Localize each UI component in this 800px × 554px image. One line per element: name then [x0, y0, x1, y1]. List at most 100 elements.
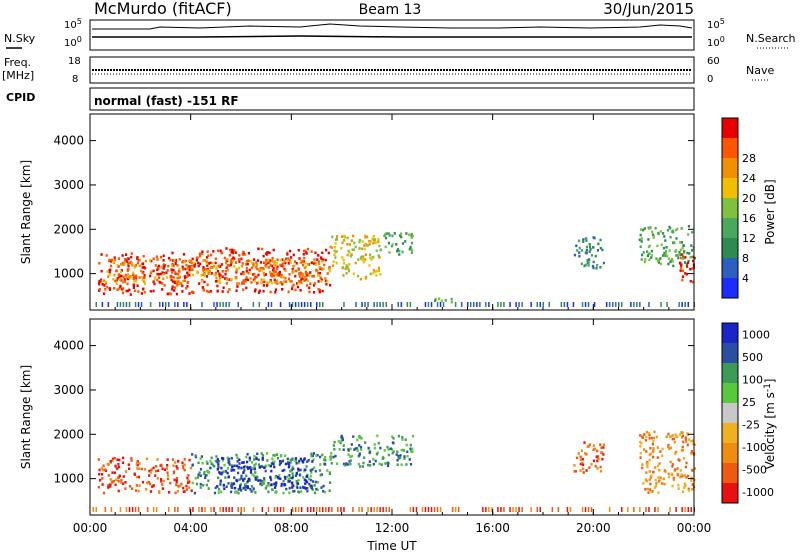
- power-cell: [664, 254, 667, 257]
- velocity-cell: [198, 471, 201, 474]
- velocity-ground-cell: [276, 507, 279, 512]
- power-cell: [640, 258, 643, 261]
- power-cell: [346, 243, 349, 246]
- power-ground-cell: [470, 302, 472, 307]
- velocity-cell: [639, 445, 642, 448]
- velocity-ground-cell: [551, 507, 554, 512]
- power-cell: [584, 263, 587, 267]
- velocity-cell: [597, 455, 600, 458]
- power-cell: [113, 256, 116, 259]
- power-cell: [215, 279, 218, 283]
- velocity-cell: [671, 465, 674, 468]
- power-cell: [261, 268, 264, 272]
- power-cell: [678, 251, 681, 254]
- velocity-ground-cell: [621, 507, 623, 512]
- power-cell: [113, 273, 116, 277]
- power-ylabel: Slant Range [km]: [19, 160, 33, 264]
- power-cell: [245, 276, 248, 279]
- power-cell: [234, 251, 237, 254]
- velocity-ground-cell: [590, 507, 593, 512]
- velocity-cell: [218, 471, 221, 474]
- power-cell: [206, 250, 209, 253]
- velocity-cell: [226, 471, 229, 475]
- velocity-cell: [277, 476, 280, 480]
- power-cell: [216, 290, 219, 293]
- power-cell: [141, 279, 144, 282]
- velocity-cell: [373, 443, 376, 446]
- power-cell: [680, 264, 683, 267]
- velocity-cell: [333, 440, 336, 444]
- power-cell: [377, 254, 380, 257]
- velocity-cell: [396, 450, 399, 454]
- power-cell: [150, 270, 153, 274]
- velocity-cell: [171, 458, 175, 461]
- power-ground-cell: [140, 302, 143, 307]
- power-cell: [207, 290, 210, 294]
- power-cell: [348, 243, 352, 246]
- velocity-cell: [648, 458, 651, 462]
- velocity-cell: [291, 465, 294, 469]
- power-cell: [269, 264, 272, 267]
- velocity-ground-cell: [515, 507, 517, 512]
- velocity-cell: [257, 479, 260, 482]
- velocity-cell: [392, 437, 395, 440]
- power-cell: [685, 272, 688, 276]
- power-cell: [186, 267, 189, 271]
- velocity-cell: [323, 462, 326, 466]
- velocity-cell: [182, 486, 185, 490]
- power-cell: [245, 267, 248, 270]
- velocity-cell: [299, 468, 302, 472]
- power-cell: [178, 267, 181, 271]
- velocity-cell: [145, 488, 148, 491]
- velocity-cell: [248, 479, 252, 482]
- velocity-ground-cell: [509, 507, 511, 512]
- power-cell: [137, 290, 140, 293]
- velocity-cell: [278, 474, 281, 477]
- velocity-cell: [645, 450, 648, 453]
- beam-label: Beam 13: [359, 2, 422, 18]
- power-cell: [108, 287, 111, 290]
- power-cell: [368, 240, 371, 243]
- power-cell: [592, 260, 595, 264]
- velocity-cell: [257, 458, 260, 462]
- velocity-cell: [671, 463, 674, 466]
- velocity-cell: [653, 486, 656, 489]
- velocity-ground-cell: [388, 507, 390, 512]
- velocity-colorbar-swatch: [722, 383, 738, 404]
- power-ground-cell: [400, 302, 403, 307]
- velocity-cell: [205, 474, 208, 477]
- power-cell: [130, 252, 133, 255]
- power-ground-cell: [584, 302, 587, 307]
- power-cell: [309, 282, 312, 285]
- power-cell: [358, 247, 361, 250]
- velocity-cell: [146, 481, 149, 485]
- power-cell: [361, 240, 364, 243]
- velocity-cell: [295, 471, 298, 475]
- velocity-cell: [387, 448, 390, 451]
- power-cell: [141, 271, 144, 275]
- velocity-cell: [581, 463, 585, 467]
- power-cell: [188, 269, 191, 272]
- velocity-cell: [396, 458, 399, 462]
- power-cell: [665, 246, 668, 249]
- noise-bottom-tick-right: 100: [707, 35, 725, 49]
- power-cell: [217, 269, 220, 273]
- power-cell: [369, 272, 372, 276]
- velocity-cell: [237, 471, 240, 475]
- velocity-cell: [687, 487, 690, 491]
- power-cell: [671, 259, 674, 263]
- velocity-cell: [102, 491, 106, 495]
- velocity-cell: [254, 476, 257, 480]
- power-cell: [691, 230, 694, 234]
- power-cell: [138, 258, 142, 262]
- power-cell: [362, 255, 365, 258]
- velocity-cell: [220, 490, 223, 494]
- power-cell: [687, 225, 690, 228]
- power-cell: [594, 254, 597, 258]
- power-cell: [648, 258, 651, 261]
- velocity-cell: [201, 461, 204, 465]
- velocity-cell: [690, 452, 693, 455]
- power-cell: [324, 279, 328, 283]
- velocity-ground-cell: [370, 507, 372, 512]
- velocity-cell: [199, 486, 202, 489]
